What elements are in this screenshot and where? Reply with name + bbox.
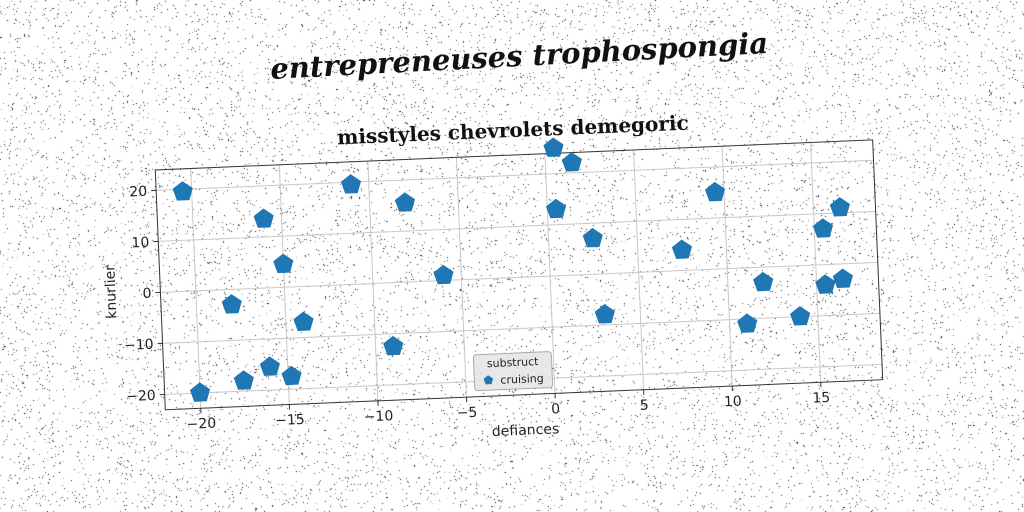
grid-line-x xyxy=(633,149,645,390)
grid-line-x xyxy=(810,142,822,383)
grid-line-x xyxy=(190,168,202,409)
data-point xyxy=(172,181,193,201)
data-point xyxy=(273,253,294,274)
legend-box xyxy=(472,351,554,392)
y-tick-label: −10 xyxy=(124,337,154,354)
data-point xyxy=(829,197,850,217)
data-point xyxy=(812,218,834,238)
data-point xyxy=(221,294,242,314)
data-point xyxy=(293,311,314,332)
y-tick-label: 0 xyxy=(142,286,152,302)
y-tick-label: −20 xyxy=(126,388,156,405)
grid-line-y xyxy=(160,261,878,293)
data-point xyxy=(671,239,693,259)
grid-line-x xyxy=(455,157,467,398)
data-point xyxy=(383,335,404,356)
plot-frame xyxy=(154,139,884,411)
legend-title: substruct xyxy=(487,355,540,370)
grid-line-x xyxy=(367,161,379,401)
data-point xyxy=(259,356,280,376)
x-tick-label: −10 xyxy=(363,408,393,425)
data-point xyxy=(433,264,454,285)
legend-label-cruising: cruising xyxy=(500,372,544,387)
data-point xyxy=(704,181,726,202)
x-tick-label: 0 xyxy=(551,401,561,417)
data-point xyxy=(394,192,416,212)
chart-title: misstyles chevrolets demegoric xyxy=(337,111,689,150)
data-point xyxy=(815,274,836,294)
data-point xyxy=(561,152,582,172)
legend-marker-pentagon xyxy=(483,375,494,385)
data-point xyxy=(832,268,853,288)
grid-line-x xyxy=(544,153,556,394)
data-point xyxy=(737,313,758,333)
data-point xyxy=(543,137,564,158)
x-tick-label: 10 xyxy=(724,394,742,411)
x-tick-label: 5 xyxy=(639,398,649,414)
x-tick-label: −5 xyxy=(456,405,477,422)
x-axis: −20 −15 −10 −5 0 5 10 15 xyxy=(186,382,831,433)
data-point xyxy=(281,365,302,386)
data-point xyxy=(189,382,211,402)
x-tick-label: −20 xyxy=(186,416,216,433)
grid-lines xyxy=(156,142,883,409)
data-point xyxy=(340,174,362,194)
x-axis-label: defiances xyxy=(492,421,560,440)
data-point xyxy=(789,306,811,326)
data-point xyxy=(582,227,603,248)
data-point xyxy=(233,370,254,390)
grid-line-y xyxy=(162,312,880,344)
grid-line-y xyxy=(156,159,874,191)
series-cruising xyxy=(172,137,853,402)
grid-line-y xyxy=(158,210,876,242)
x-tick-label: 15 xyxy=(812,390,830,407)
y-tick-label: 20 xyxy=(129,184,147,201)
y-axis-label: knurlier xyxy=(102,264,120,319)
grid-line-x xyxy=(278,164,290,405)
data-point xyxy=(594,304,615,324)
data-point xyxy=(253,208,274,228)
data-point xyxy=(753,271,774,292)
grid-line-x xyxy=(721,146,733,387)
legend: substruct cruising xyxy=(472,351,554,392)
y-axis: −20 −10 0 10 20 xyxy=(124,184,165,405)
x-tick-label: −15 xyxy=(275,412,305,429)
y-tick-label: 10 xyxy=(131,235,149,252)
data-point xyxy=(545,198,567,219)
